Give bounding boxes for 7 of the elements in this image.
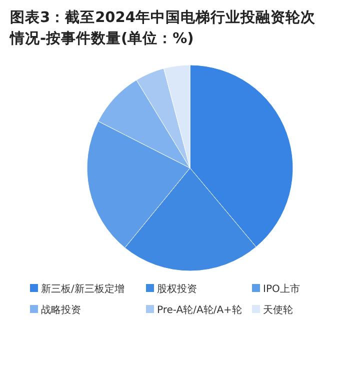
chart-title: 图表3：截至2024年中国电梯行业投融资轮次情况-按事件数量(单位：%) — [9, 9, 316, 47]
legend-label: 战略投资 — [41, 304, 81, 316]
legend-label: 天使轮 — [263, 304, 293, 316]
legend-label: Pre-A轮/A轮/A+轮 — [157, 304, 242, 316]
legend-label: IPO上市 — [263, 283, 300, 295]
legend-label: 新三板/新三板定增 — [41, 283, 124, 295]
legend-label: 股权投资 — [157, 283, 197, 295]
